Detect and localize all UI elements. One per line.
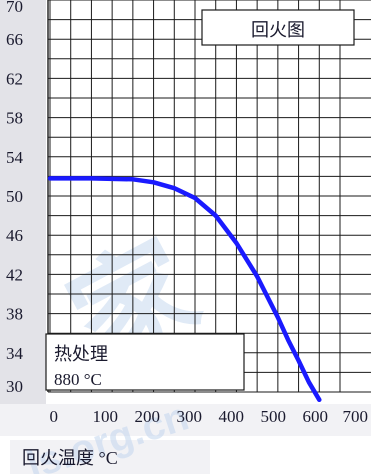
x-tick-label: 200 [135, 407, 161, 426]
x-tick-panel [0, 404, 371, 436]
y-tick-label: 58 [6, 109, 23, 128]
heat-treatment-annotation: 热处理 880 °C [45, 333, 245, 391]
x-axis-tick-labels: 0 100 200 300 400 500 600 700 [50, 407, 369, 426]
y-tick-label: 54 [6, 148, 24, 167]
y-tick-panel [0, 0, 46, 404]
y-tick-label: 70 [6, 0, 23, 16]
x-label-panel [10, 440, 210, 474]
x-tick-label: 0 [50, 407, 59, 426]
y-tick-label: 50 [6, 187, 23, 206]
y-tick-label: 34 [6, 344, 24, 363]
chart-grid [47, 0, 371, 393]
y-tick-label: 42 [6, 265, 23, 284]
y-tick-label: 66 [6, 30, 23, 49]
y-tick-label: 62 [6, 69, 23, 88]
annotation-line-1: 热处理 [54, 344, 108, 364]
series-line [47, 176, 322, 403]
y-tick-label: 38 [6, 305, 23, 324]
x-tick-label: 100 [93, 407, 119, 426]
x-tick-label: 500 [261, 407, 287, 426]
x-tick-label: 300 [177, 407, 203, 426]
y-tick-label: 46 [6, 226, 23, 245]
x-axis-label: 回火温度 °C [22, 448, 118, 468]
chart-title: 回火图 [251, 20, 305, 40]
chart-title-box: 回火图 [201, 9, 355, 46]
y-tick-label: 30 [6, 377, 23, 396]
x-tick-label: 600 [303, 407, 329, 426]
y-axis-tick-labels: 70 66 62 58 54 50 46 42 38 34 30 [6, 0, 24, 396]
annotation-line-2: 880 °C [54, 370, 102, 389]
x-tick-label: 400 [219, 407, 245, 426]
x-tick-label: 700 [343, 407, 369, 426]
tempering-curve [47, 176, 322, 403]
